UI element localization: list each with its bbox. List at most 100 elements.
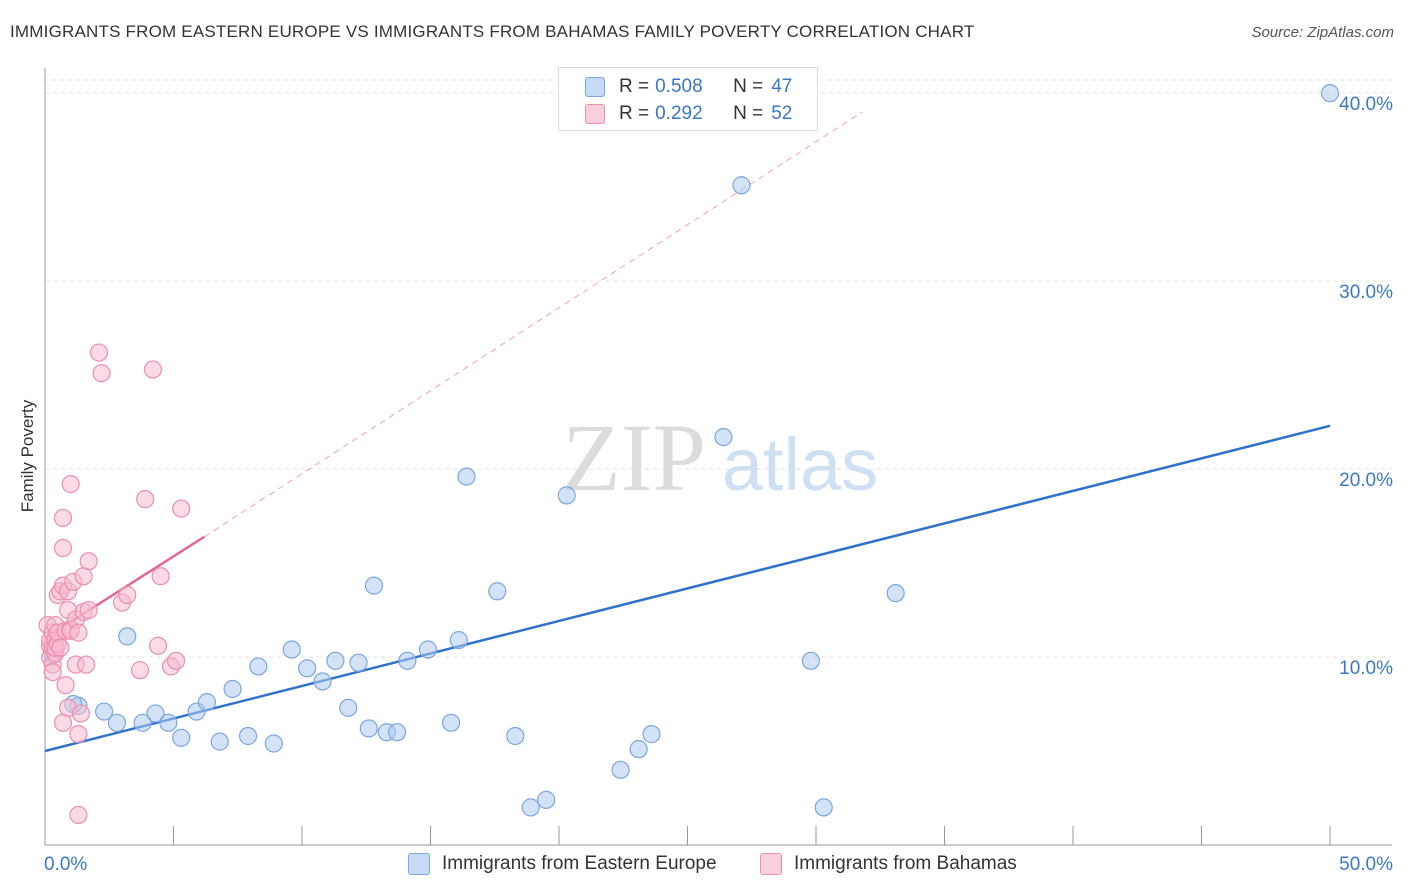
watermark-atlas: atlas (722, 423, 878, 506)
point-eastern-europe (264, 734, 283, 753)
point-eastern-europe (133, 713, 152, 732)
legend-n-label: N = (733, 76, 764, 97)
tick-labels: 10.0% 20.0% 30.0% 40.0% 0.0% 50.0% (44, 94, 1393, 875)
point-eastern-europe (249, 657, 268, 676)
point-eastern-europe (537, 790, 556, 809)
point-bahamas (53, 508, 73, 528)
point-eastern-europe (521, 798, 540, 817)
y-tick-label: 20.0% (1339, 470, 1393, 491)
point-bahamas (71, 704, 91, 723)
bottom-legend-swatch-pink (760, 853, 782, 875)
point-eastern-europe (364, 576, 384, 595)
watermark-zip: ZIP (562, 404, 706, 511)
point-eastern-europe (197, 693, 217, 712)
x-tick-label-end: 50.0% (1339, 854, 1393, 875)
point-eastern-europe (629, 740, 648, 759)
point-eastern-europe (732, 176, 751, 195)
point-eastern-europe (801, 651, 820, 670)
legend-r-value: 0.292 (655, 103, 703, 124)
legend-row-bahamas: R = 0.292 N = 52 (585, 102, 792, 126)
point-eastern-europe (146, 704, 165, 723)
point-bahamas (172, 499, 191, 518)
point-eastern-europe (642, 725, 661, 744)
trend-line-eastern-europe (44, 424, 1331, 753)
point-eastern-europe (118, 627, 137, 646)
point-eastern-europe (506, 726, 525, 746)
point-bahamas (143, 360, 163, 379)
x-tick-label-start: 0.0% (44, 854, 87, 875)
point-eastern-europe (557, 486, 576, 505)
point-eastern-europe (398, 651, 417, 670)
point-eastern-europe (714, 428, 733, 447)
point-bahamas (53, 713, 73, 732)
point-bahamas (148, 636, 168, 655)
point-bahamas (51, 638, 70, 657)
point-bahamas (118, 585, 137, 605)
bottom-legend-swatch-blue (408, 853, 430, 875)
legend-n-value: 47 (771, 76, 793, 97)
point-eastern-europe (326, 651, 345, 670)
legend-r-label: R = (619, 103, 650, 124)
legend-n-label: N = (733, 103, 764, 124)
point-bahamas (69, 725, 88, 744)
point-bahamas (77, 655, 96, 674)
point-bahamas (61, 475, 80, 494)
point-bahamas (69, 623, 88, 642)
point-eastern-europe (457, 467, 476, 486)
axes (44, 68, 1392, 846)
point-bahamas (74, 567, 93, 586)
point-eastern-europe (387, 723, 407, 742)
point-bahamas (43, 662, 62, 682)
point-bahamas (79, 600, 98, 620)
data-points (38, 84, 1340, 825)
point-bahamas (56, 676, 75, 695)
point-eastern-europe (313, 672, 332, 691)
point-eastern-europe (159, 713, 178, 732)
legend-row-eastern-europe: R = 0.508 N = 47 (585, 75, 792, 99)
trend-line-bahamas-extension (204, 111, 863, 538)
y-tick-label: 40.0% (1339, 94, 1393, 115)
point-eastern-europe (339, 698, 358, 717)
point-bahamas (53, 538, 73, 558)
correlation-legend: R = 0.508 N = 47 R = 0.292 N = 52 (558, 67, 818, 131)
point-bahamas (136, 490, 155, 509)
point-eastern-europe (1320, 84, 1340, 103)
point-eastern-europe (238, 726, 258, 746)
point-eastern-europe (95, 702, 114, 721)
legend-swatch-blue (585, 77, 605, 97)
bottom-legend-eastern-europe: Immigrants from Eastern Europe (408, 851, 717, 877)
point-bahamas (166, 651, 186, 670)
legend-r-value: 0.508 (655, 76, 703, 97)
point-bahamas (79, 552, 98, 571)
point-bahamas (69, 805, 88, 825)
point-bahamas (89, 343, 109, 362)
point-eastern-europe (349, 653, 368, 672)
point-eastern-europe (359, 719, 378, 738)
point-eastern-europe (107, 713, 127, 732)
chart-title: IMMIGRANTS FROM EASTERN EUROPE VS IMMIGR… (10, 22, 975, 41)
point-eastern-europe (282, 640, 301, 659)
y-tick-label: 30.0% (1339, 282, 1393, 303)
point-eastern-europe (298, 659, 317, 678)
point-eastern-europe (611, 760, 630, 779)
y-axis-label: Family Poverty (18, 399, 37, 513)
point-eastern-europe (488, 582, 507, 601)
legend-n-value: 52 (771, 103, 793, 124)
legend-r-label: R = (619, 76, 650, 97)
point-bahamas (92, 364, 111, 383)
grid-lines (45, 79, 1392, 658)
point-eastern-europe (886, 584, 905, 603)
point-bahamas (151, 567, 170, 586)
point-eastern-europe (172, 728, 191, 747)
bottom-legend-label: Immigrants from Bahamas (794, 853, 1017, 874)
y-tick-label: 10.0% (1339, 658, 1393, 679)
legend-swatch-pink (585, 104, 605, 124)
point-eastern-europe (449, 631, 468, 650)
point-eastern-europe (223, 679, 242, 699)
point-eastern-europe (210, 732, 229, 751)
point-bahamas (130, 661, 150, 680)
watermark: ZIP atlas (562, 404, 878, 511)
bottom-legend-bahamas: Immigrants from Bahamas (760, 851, 1017, 877)
source-label: Source: ZipAtlas.com (1251, 24, 1394, 41)
